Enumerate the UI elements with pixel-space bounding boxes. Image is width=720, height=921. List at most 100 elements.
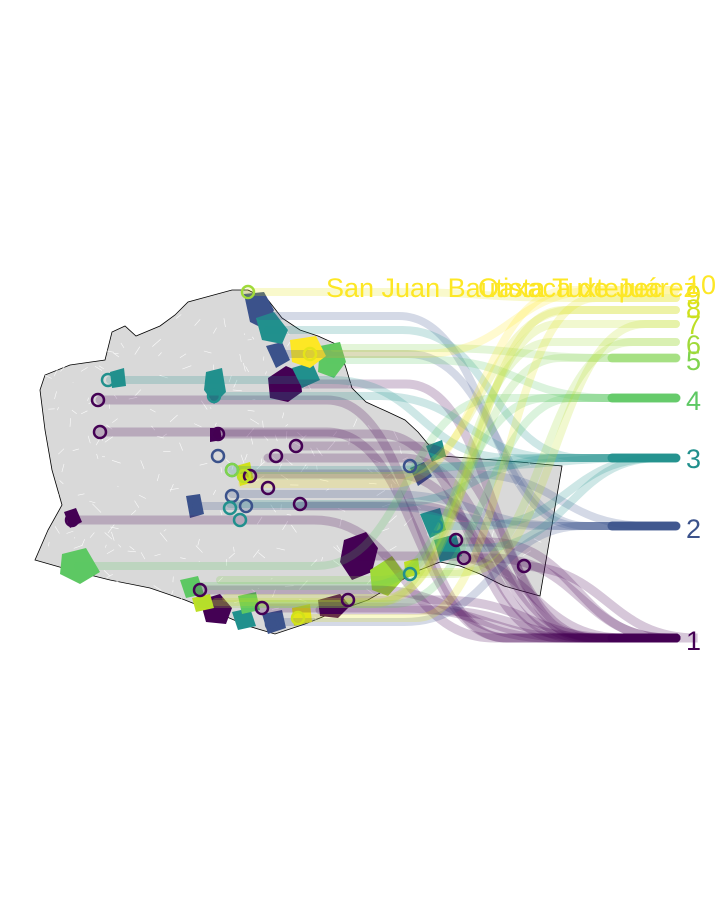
- municipality-boundary: [77, 339, 81, 343]
- municipality-boundary: [228, 375, 232, 383]
- municipality-boundary: [519, 450, 525, 454]
- municipality-boundary: [44, 375, 52, 379]
- rank-label-1: 1: [686, 626, 701, 656]
- municipality-boundary: [274, 434, 278, 442]
- flow-ribbon-rank-1: [263, 453, 681, 643]
- rank-label-7: 7: [686, 310, 701, 340]
- municipality-boundary: [220, 510, 223, 516]
- municipality-boundary: [381, 503, 391, 508]
- flow-ribbon-rank-5: [216, 354, 680, 584]
- municipality-boundary: [307, 307, 314, 310]
- municipality-boundary: [72, 351, 80, 354]
- centroid-marker: [428, 518, 444, 534]
- municipality-boundary: [171, 294, 179, 301]
- municipality-boundary: [255, 475, 265, 482]
- flow-ribbon-rank-4: [244, 394, 680, 608]
- municipality-boundary: [232, 389, 242, 392]
- municipality-boundary: [98, 365, 104, 369]
- municipality-boundary: [370, 343, 375, 350]
- municipality-boundary: [110, 526, 119, 530]
- municipality-boundary: [156, 474, 160, 482]
- municipality-boundary: [287, 342, 291, 347]
- muni-rank-4-b: [60, 548, 100, 584]
- municipality-boundary: [92, 503, 102, 513]
- municipality-boundary: [488, 536, 496, 542]
- municipality-boundary: [316, 447, 323, 457]
- municipality-boundary: [113, 352, 120, 358]
- rank-label-6: 6: [686, 330, 701, 360]
- municipality-boundary: [263, 460, 268, 462]
- muni-rank-6-b: [192, 594, 214, 612]
- centroid-markers: [64, 284, 532, 632]
- municipality-boundary: [179, 353, 187, 358]
- municipality-boundary: [468, 459, 475, 462]
- municipality-boundary: [401, 351, 408, 358]
- flow-ribbon-rank-1: [355, 551, 681, 643]
- municipality-boundary: [515, 477, 523, 487]
- state-outline: [34, 289, 563, 635]
- centroid-marker: [210, 448, 226, 464]
- flow-ribbon-rank-8: [240, 306, 680, 480]
- municipality-boundary: [457, 519, 461, 524]
- flow-ribbon-rank-1: [257, 603, 681, 643]
- centroid-marker: [232, 512, 248, 528]
- muni-rank-3-d: [434, 534, 462, 562]
- municipality-boundary: [291, 524, 297, 533]
- municipality-boundary: [408, 342, 414, 348]
- municipality-boundary: [104, 532, 113, 540]
- municipality-boundary: [280, 474, 288, 480]
- municipality-boundary: [316, 304, 320, 308]
- municipality-boundary: [406, 334, 412, 340]
- municipality-boundary: [60, 362, 69, 372]
- municipality-boundary: [247, 409, 255, 412]
- municipality-boundary: [278, 463, 282, 472]
- municipality-boundary: [418, 408, 422, 411]
- municipality-boundary: [58, 448, 65, 455]
- municipality-boundary: [528, 503, 530, 506]
- centroid-marker: [288, 438, 304, 454]
- municipality-boundary: [87, 397, 89, 401]
- municipality-boundary: [182, 365, 192, 370]
- municipality-boundary: [336, 545, 341, 552]
- municipality-boundary: [107, 524, 115, 534]
- municipality-boundary: [332, 300, 338, 310]
- municipality-boundary: [96, 453, 99, 459]
- municipality-boundary: [403, 516, 413, 527]
- municipality-boundaries: [44, 292, 542, 626]
- municipality-boundary: [260, 458, 263, 465]
- flow-ribbon-rank-10: [306, 286, 680, 358]
- municipality-boundary: [106, 573, 113, 579]
- municipality-boundary: [91, 344, 99, 351]
- municipality-boundary: [252, 549, 260, 558]
- municipality-boundary: [233, 546, 235, 552]
- municipality-boundary: [527, 460, 531, 466]
- municipality-boundary: [402, 457, 408, 461]
- municipality-boundary: [225, 459, 231, 464]
- municipality-boundary: [214, 422, 217, 427]
- centroid-marker: [236, 468, 252, 484]
- municipality-boundary: [413, 503, 421, 510]
- municipality-boundary: [252, 336, 255, 340]
- centroid-marker: [340, 592, 356, 608]
- municipality-boundary: [118, 544, 122, 548]
- municipality-boundary: [106, 595, 111, 605]
- municipality-boundary: [305, 466, 309, 469]
- municipality-boundary: [105, 544, 107, 548]
- flow-ribbon-rank-3: [210, 392, 680, 462]
- municipality-boundary: [325, 488, 329, 492]
- municipality-boundary: [220, 467, 223, 473]
- municipality-boundary: [511, 462, 521, 465]
- municipality-boundary: [399, 445, 402, 454]
- flow-ribbon-rank-6: [196, 338, 680, 608]
- municipality-boundary: [244, 453, 248, 461]
- municipality-boundary: [263, 435, 269, 441]
- municipality-boundary: [467, 475, 473, 483]
- centroid-marker: [222, 500, 238, 516]
- municipality-boundary: [367, 468, 373, 474]
- flow-ribbon-rank-1: [295, 501, 681, 643]
- flow-ribbons: [67, 286, 698, 643]
- municipality-boundary: [128, 397, 138, 400]
- municipality-boundary: [381, 528, 390, 532]
- municipality-boundary: [228, 552, 236, 559]
- municipality-boundary: [129, 546, 135, 551]
